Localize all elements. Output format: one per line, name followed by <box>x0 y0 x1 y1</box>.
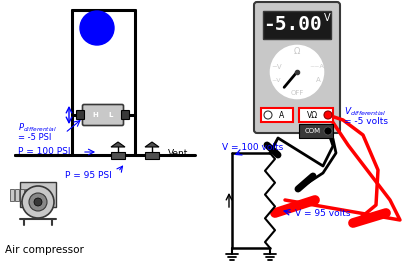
FancyBboxPatch shape <box>76 110 84 120</box>
FancyBboxPatch shape <box>111 152 125 159</box>
FancyBboxPatch shape <box>254 2 340 133</box>
Circle shape <box>267 42 327 102</box>
Circle shape <box>324 111 332 119</box>
Text: OFF: OFF <box>290 90 304 96</box>
FancyBboxPatch shape <box>82 105 123 125</box>
Text: V = 100 volts: V = 100 volts <box>222 143 283 152</box>
Bar <box>299 108 333 122</box>
Text: V = 95 volts: V = 95 volts <box>295 209 351 218</box>
Text: $V_{differential}$: $V_{differential}$ <box>344 106 386 118</box>
Text: -5.00: -5.00 <box>263 16 322 35</box>
Circle shape <box>324 127 332 135</box>
Text: A: A <box>315 77 320 83</box>
Text: ~V: ~V <box>272 64 282 70</box>
Text: VΩ: VΩ <box>307 110 318 120</box>
Text: L: L <box>109 112 113 118</box>
Bar <box>261 108 293 122</box>
Bar <box>20 182 56 207</box>
Text: $P_{differential}$: $P_{differential}$ <box>18 122 57 134</box>
Circle shape <box>34 198 42 206</box>
Bar <box>299 124 333 138</box>
Circle shape <box>269 44 325 100</box>
Text: P = 100 PSI: P = 100 PSI <box>18 147 71 157</box>
Text: ~~A: ~~A <box>310 65 324 69</box>
Text: P = 95 PSI: P = 95 PSI <box>65 170 112 180</box>
Bar <box>20 189 24 201</box>
Text: Vent: Vent <box>168 148 189 158</box>
FancyBboxPatch shape <box>145 152 159 159</box>
Polygon shape <box>111 142 125 147</box>
Bar <box>263 11 331 39</box>
Text: A: A <box>279 110 284 120</box>
Text: H: H <box>92 112 98 118</box>
Circle shape <box>80 11 114 45</box>
Bar <box>10 189 14 201</box>
Text: ~V: ~V <box>271 77 281 83</box>
Circle shape <box>264 111 272 119</box>
Circle shape <box>22 186 54 218</box>
FancyBboxPatch shape <box>121 110 129 120</box>
Circle shape <box>29 193 47 211</box>
Text: = -5 PSI: = -5 PSI <box>18 132 51 142</box>
Bar <box>15 189 19 201</box>
Text: Air compressor: Air compressor <box>5 245 84 255</box>
Bar <box>25 189 29 201</box>
Bar <box>30 189 34 201</box>
Text: V: V <box>324 13 330 23</box>
Polygon shape <box>145 142 159 147</box>
Text: = -5 volts: = -5 volts <box>344 117 388 126</box>
Text: Ω: Ω <box>294 47 300 55</box>
Text: COM: COM <box>304 128 320 134</box>
